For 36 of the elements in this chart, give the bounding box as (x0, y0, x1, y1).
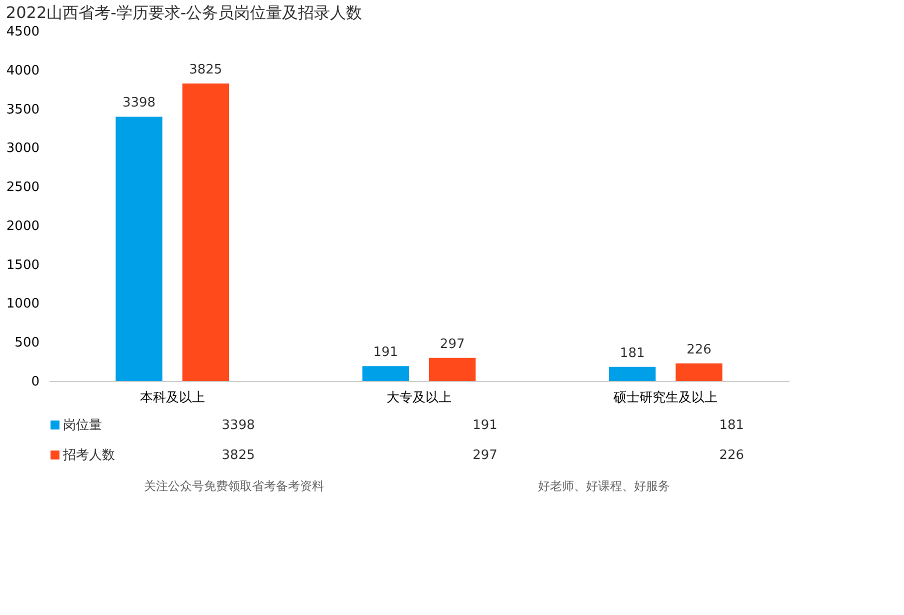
bar (362, 366, 409, 381)
y-tick-label: 4000 (6, 63, 40, 78)
text: 好老师、好课程、好服务 (538, 479, 670, 493)
y-tick-label: 500 (14, 336, 40, 351)
y-tick-label: 3500 (6, 102, 40, 118)
y-tick-label: 0 (31, 374, 40, 390)
bar (116, 116, 162, 381)
chart-title: 2022山西省考-学历要求-公务员岗位量及招录人数 (6, 3, 362, 22)
data-label: 191 (472, 418, 498, 433)
data-label: 297 (472, 448, 498, 463)
text: 226 (686, 342, 712, 358)
y-tick-label: 1500 (6, 258, 40, 273)
y-tick-label: 3000 (6, 141, 40, 156)
data-label: 181 (719, 418, 744, 433)
y-tick-label: 2000 (6, 218, 40, 234)
text: 191 (373, 345, 398, 360)
text: 3825 (189, 62, 222, 78)
text: 297 (440, 336, 465, 352)
text: 181 (620, 346, 645, 361)
x-tick-label: 硕士研究生及以上 (612, 390, 718, 406)
x-tick-label: 本科及以上 (140, 390, 205, 406)
bar (676, 363, 722, 381)
data-label: 226 (719, 448, 744, 463)
text: 3398 (122, 96, 156, 111)
bar (609, 366, 656, 381)
text: 关注公众号免费领取省考备考资料 (144, 479, 324, 493)
y-tick-label: 1000 (6, 296, 40, 312)
y-tick-label: 2500 (6, 180, 40, 196)
y-tick-label: 4500 (6, 24, 40, 40)
legend-label: 招考人数 (62, 448, 115, 463)
legend-label: 岗位量 (63, 418, 102, 433)
x-tick-label: 大专及以上 (386, 390, 452, 406)
bar (429, 358, 476, 381)
data-label: 3825 (222, 448, 255, 463)
data-label: 3398 (222, 418, 255, 433)
bar (182, 84, 229, 381)
